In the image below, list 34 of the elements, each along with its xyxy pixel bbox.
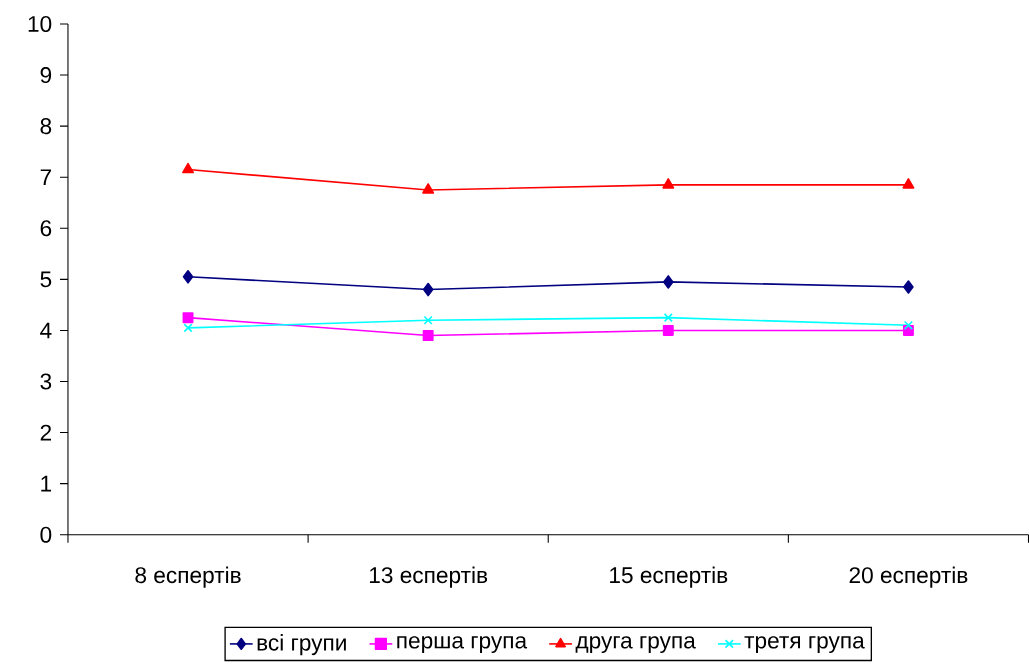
point	[662, 325, 674, 337]
y-tick-label: 1	[41, 476, 52, 492]
y-tick-label: 3	[40, 373, 52, 390]
y-tick-label: 0	[40, 526, 52, 543]
legend-label: третя група	[744, 636, 865, 654]
y-tick-label: 5	[40, 271, 52, 288]
x-tick-label: 20 еспертів	[849, 566, 968, 588]
legend-label: всі групи	[257, 634, 346, 656]
y-tick-label: 10	[28, 16, 52, 33]
point	[183, 323, 193, 333]
point	[903, 320, 913, 331]
point	[422, 183, 435, 194]
y-tick-label: 9	[40, 67, 52, 84]
y-tick-label: 6	[40, 220, 52, 237]
legend-label: перша група	[397, 636, 528, 654]
y-tick-label: 7	[40, 169, 52, 186]
point	[902, 178, 915, 189]
point	[903, 280, 914, 294]
legend-label: друга група	[575, 636, 696, 654]
point	[662, 275, 674, 289]
point	[662, 178, 675, 189]
x-tick-label: 13 еспертів	[369, 566, 488, 588]
point	[182, 270, 194, 284]
point	[182, 162, 195, 174]
y-tick-label: 2	[40, 424, 52, 441]
x-tick-label: 8 еспертів	[135, 566, 241, 588]
x-tick-label: 15 еспертів	[610, 566, 728, 588]
y-tick-label: 4	[40, 322, 52, 339]
point	[422, 282, 434, 297]
point	[663, 313, 673, 323]
point	[422, 330, 434, 342]
point	[182, 312, 194, 324]
point	[423, 315, 433, 325]
y-tick-label: 8	[40, 118, 52, 135]
